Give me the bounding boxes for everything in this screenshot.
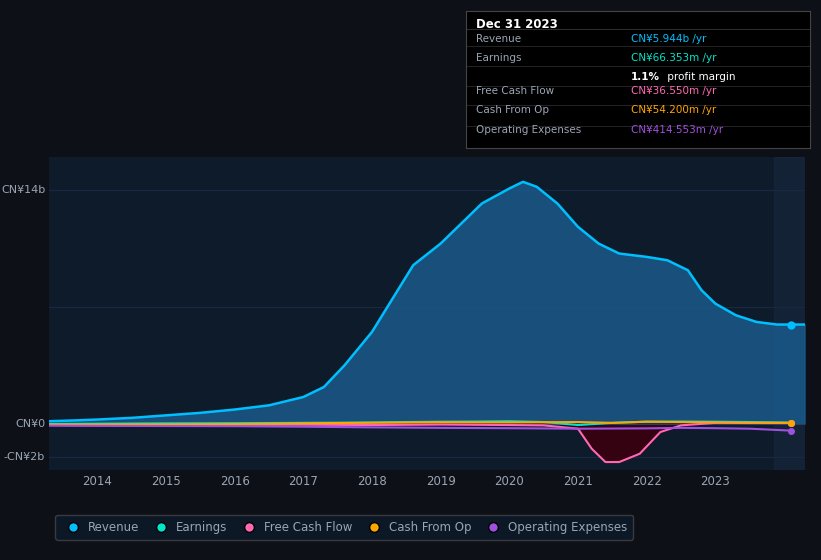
Bar [773,157,805,470]
Text: Revenue: Revenue [476,34,521,44]
Text: CN¥36.550m /yr: CN¥36.550m /yr [631,86,717,96]
Text: Free Cash Flow: Free Cash Flow [476,86,554,96]
Text: profit margin: profit margin [663,72,736,82]
Text: CN¥0: CN¥0 [15,419,45,429]
Text: CN¥14b: CN¥14b [1,185,45,195]
Text: Cash From Op: Cash From Op [476,105,549,115]
Text: CN¥5.944b /yr: CN¥5.944b /yr [631,34,706,44]
Text: CN¥414.553m /yr: CN¥414.553m /yr [631,125,723,135]
Text: 1.1%: 1.1% [631,72,660,82]
Text: Dec 31 2023: Dec 31 2023 [476,18,557,31]
Legend: Revenue, Earnings, Free Cash Flow, Cash From Op, Operating Expenses: Revenue, Earnings, Free Cash Flow, Cash … [55,515,633,540]
Text: CN¥66.353m /yr: CN¥66.353m /yr [631,53,717,63]
Text: -CN¥2b: -CN¥2b [4,452,45,462]
Text: Operating Expenses: Operating Expenses [476,125,581,135]
Text: Earnings: Earnings [476,53,521,63]
Text: CN¥54.200m /yr: CN¥54.200m /yr [631,105,716,115]
